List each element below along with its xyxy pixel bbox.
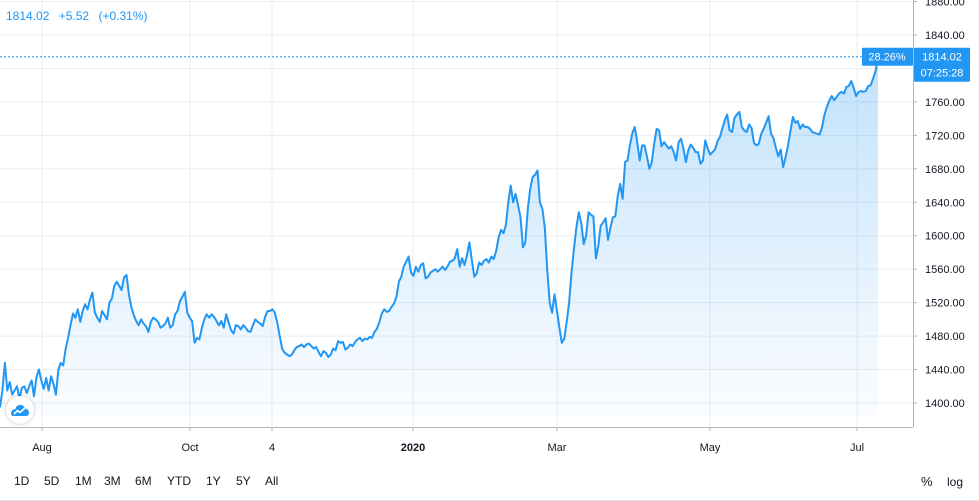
range-button-6m[interactable]: 6M xyxy=(135,474,152,488)
time-tick-label: Jul xyxy=(850,442,864,454)
price-tick-label: 1520.00 xyxy=(925,298,965,310)
price-tick-label: 1400.00 xyxy=(925,398,965,410)
price-badge xyxy=(914,47,970,82)
price-header: 1814.02 +5.52 (+0.31%) xyxy=(6,9,153,23)
time-tick-label: Aug xyxy=(32,442,52,454)
last-price-badge: 28.26% 1814.02 07:25:28 xyxy=(862,47,970,82)
price-tick-label: 1720.00 xyxy=(925,130,965,142)
range-button-5y[interactable]: 5Y xyxy=(236,474,251,488)
range-button-1d[interactable]: 1D xyxy=(14,474,30,488)
range-button-1y[interactable]: 1Y xyxy=(206,474,221,488)
log-scale-button[interactable]: log xyxy=(947,475,964,489)
series-line xyxy=(0,56,879,408)
percent-badge xyxy=(862,47,913,66)
time-tick-label: May xyxy=(700,442,721,454)
price-tick-label: 1560.00 xyxy=(925,264,965,276)
time-tick-label: Mar xyxy=(548,442,567,454)
price-tick-label: 1600.00 xyxy=(925,231,965,243)
price-tick-label: 1640.00 xyxy=(925,197,965,209)
range-button-3m[interactable]: 3M xyxy=(104,474,121,488)
price-tick-label: 1840.00 xyxy=(925,30,965,42)
range-button-all[interactable]: All xyxy=(265,474,279,488)
price-tick-label: 1480.00 xyxy=(925,331,965,343)
current-price: 1814.02 xyxy=(6,9,50,23)
range-button-ytd[interactable]: YTD xyxy=(167,474,191,488)
price-tick-label: 1760.00 xyxy=(925,97,965,109)
price-tick-label: 1880.00 xyxy=(925,0,965,9)
percent-scale-button[interactable]: % xyxy=(921,474,933,489)
tradingview-logo-icon[interactable] xyxy=(6,396,34,424)
percent-badge-label: 28.26% xyxy=(868,52,906,64)
price-tick-label: 1440.00 xyxy=(925,365,965,377)
range-button-1m[interactable]: 1M xyxy=(75,474,92,488)
bottom-toolbar: 1D 5D 1M 3M 6M YTD 1Y 5Y All % log xyxy=(0,462,979,500)
price-badge-label: 1814.02 xyxy=(922,52,962,64)
price-chart[interactable]: 1880.001840.001800.001760.001720.001680.… xyxy=(0,0,979,462)
time-tick-label: 2020 xyxy=(401,442,425,454)
range-button-5d[interactable]: 5D xyxy=(44,474,60,488)
price-change-percent: (+0.31%) xyxy=(98,9,148,23)
price-change: +5.52 xyxy=(58,9,90,23)
time-tick-label: 4 xyxy=(269,442,275,454)
price-badge-time: 07:25:28 xyxy=(921,68,964,80)
price-tick-label: 1680.00 xyxy=(925,164,965,176)
time-axis[interactable]: Aug Oct 4 2020 Mar May Jul xyxy=(0,427,913,454)
time-tick-label: Oct xyxy=(181,442,198,454)
